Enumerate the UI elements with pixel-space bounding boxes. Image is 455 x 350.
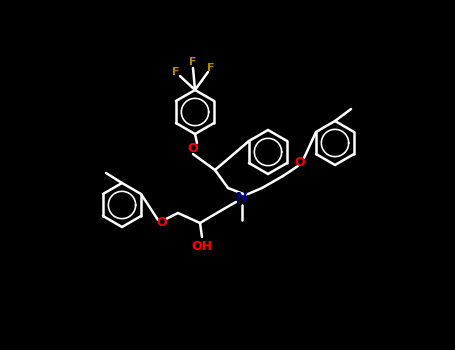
Text: O: O [187,141,198,154]
Text: F: F [172,67,180,77]
Text: F: F [207,63,215,73]
Text: OH: OH [192,240,212,253]
Text: O: O [295,156,305,169]
Text: N: N [236,191,248,205]
Text: F: F [189,57,197,67]
Text: O: O [157,216,167,229]
